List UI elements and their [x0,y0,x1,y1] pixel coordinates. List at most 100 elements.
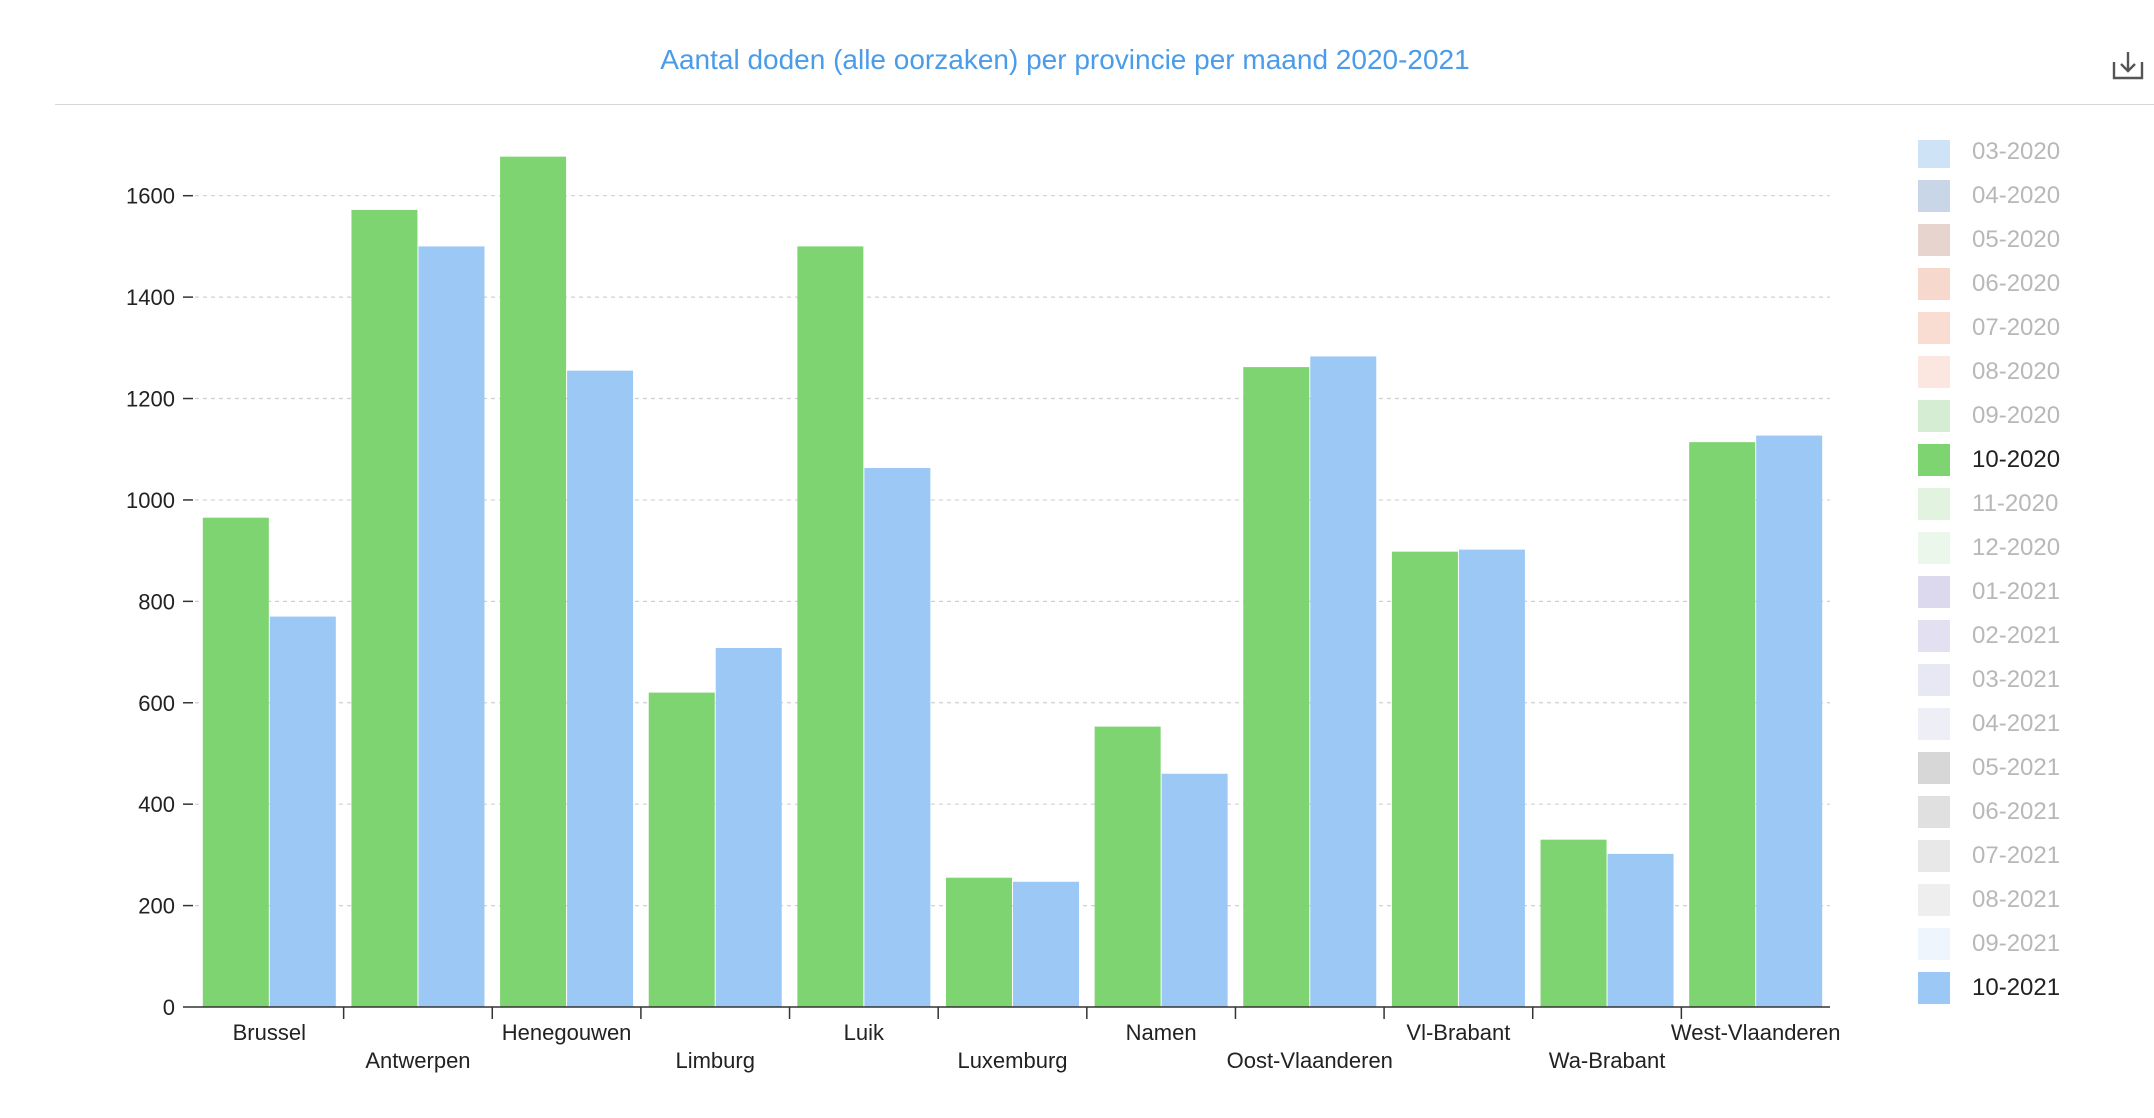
legend-item-09-2020[interactable]: 09-2020 [1916,394,2154,438]
legend-swatch [1918,180,1950,212]
bar-10-2020-west-vlaanderen[interactable] [1689,442,1756,1007]
legend-swatch [1918,884,1950,916]
legend-label: 07-2020 [1972,314,2061,341]
y-tick-label: 400 [138,792,175,817]
legend-swatch [1918,400,1950,432]
legend-label: 06-2020 [1972,270,2061,297]
bar-10-2021-luik[interactable] [864,467,931,1007]
bar-10-2020-namen[interactable] [1094,726,1161,1007]
legend-item-05-2021[interactable]: 05-2021 [1916,746,2154,790]
legend-swatch [1918,268,1950,300]
legend-item-09-2021[interactable]: 09-2021 [1916,922,2154,966]
y-tick-label: 1000 [126,488,175,513]
download-icon [2112,52,2144,80]
x-tick-label: Namen [1126,1020,1197,1045]
y-tick-label: 800 [138,589,175,614]
legend-swatch [1918,532,1950,564]
legend-item-12-2020[interactable]: 12-2020 [1916,526,2154,570]
x-tick-label: Brussel [233,1020,306,1045]
bar-10-2020-limburg[interactable] [648,692,715,1007]
bar-10-2020-antwerpen[interactable] [351,209,418,1007]
bar-10-2021-limburg[interactable] [715,648,782,1007]
legend-swatch [1918,576,1950,608]
legend-swatch [1918,708,1950,740]
legend-label: 10-2020 [1972,446,2061,473]
bar-10-2021-west-vlaanderen[interactable] [1756,435,1823,1008]
legend-swatch [1918,972,1950,1004]
y-tick-label: 0 [163,995,175,1020]
legend-swatch [1918,312,1950,344]
bar-10-2020-vl-brabant[interactable] [1391,551,1458,1007]
legend-item-04-2021[interactable]: 04-2021 [1916,702,2154,746]
legend-item-04-2020[interactable]: 04-2020 [1916,174,2154,218]
legend-swatch [1918,488,1950,520]
bar-10-2021-antwerpen[interactable] [418,246,485,1008]
legend-swatch [1918,620,1950,652]
x-tick-label: Antwerpen [365,1048,470,1073]
bar-10-2020-brussel[interactable] [202,517,269,1007]
legend-label: 03-2020 [1972,140,2061,165]
bar-10-2021-henegouwen[interactable] [567,370,634,1007]
x-tick-label: Henegouwen [502,1020,632,1045]
bar-10-2020-wa-brabant[interactable] [1540,839,1607,1007]
legend-item-06-2020[interactable]: 06-2020 [1916,262,2154,306]
legend-item-10-2021[interactable]: 10-2021 [1916,966,2154,1010]
legend-label: 12-2020 [1972,534,2061,561]
bar-10-2021-brussel[interactable] [269,616,336,1007]
x-tick-label: Limburg [675,1048,754,1073]
legend-label: 05-2020 [1972,226,2061,253]
bar-10-2020-oost-vlaanderen[interactable] [1243,367,1310,1007]
y-tick-label: 1600 [126,184,175,209]
legend-item-08-2021[interactable]: 08-2021 [1916,878,2154,922]
chart-title: Aantal doden (alle oorzaken) per provinc… [660,44,1470,75]
legend-label: 02-2021 [1972,622,2061,649]
y-tick-label: 1200 [126,387,175,412]
legend-label: 08-2021 [1972,886,2061,913]
x-tick-label: West-Vlaanderen [1671,1020,1841,1045]
legend-label: 01-2021 [1972,578,2061,605]
bar-10-2021-wa-brabant[interactable] [1607,853,1674,1007]
legend-label: 04-2021 [1972,710,2061,737]
bar-10-2020-luxemburg[interactable] [946,877,1012,1007]
legend-swatch [1918,356,1950,388]
bar-10-2020-henegouwen[interactable] [500,156,567,1007]
bar-10-2021-namen[interactable] [1161,773,1228,1007]
legend-item-01-2021[interactable]: 01-2021 [1916,570,2154,614]
legend-item-05-2020[interactable]: 05-2020 [1916,218,2154,262]
legend-label: 05-2021 [1972,754,2061,781]
legend-label: 09-2020 [1972,402,2061,429]
legend-item-06-2021[interactable]: 06-2021 [1916,790,2154,834]
y-tick-label: 200 [138,894,175,919]
legend-item-07-2020[interactable]: 07-2020 [1916,306,2154,350]
legend-item-11-2020[interactable]: 11-2020 [1916,482,2154,526]
bar-10-2021-oost-vlaanderen[interactable] [1310,356,1377,1007]
x-tick-label: Wa-Brabant [1549,1048,1666,1073]
legend-item-10-2020[interactable]: 10-2020 [1916,438,2154,482]
y-tick-label: 600 [138,691,175,716]
legend-label: 08-2020 [1972,358,2061,385]
legend-label: 10-2021 [1972,974,2061,1001]
legend-swatch [1918,140,1950,168]
bar-10-2020-luik[interactable] [797,246,864,1008]
legend-item-07-2021[interactable]: 07-2021 [1916,834,2154,878]
bar-10-2021-luxemburg[interactable] [1013,881,1079,1007]
title-divider [55,104,2154,105]
legend-swatch [1918,840,1950,872]
chart-plot: 0 200 400 600 800 1000 1200 1400 1600 Brussel Antw… [126,156,1841,1073]
legend-item-08-2020[interactable]: 08-2020 [1916,350,2154,394]
legend-item-03-2021[interactable]: 03-2021 [1916,658,2154,702]
legend: 03-2020 04-2020 05-2020 06-2020 07-2020 08-20… [1916,140,2154,1010]
legend-item-03-2020[interactable]: 03-2020 [1916,140,2154,174]
x-tick-label: Vl-Brabant [1406,1020,1510,1045]
legend-label: 11-2020 [1972,490,2059,517]
legend-item-02-2021[interactable]: 02-2021 [1916,614,2154,658]
legend-label: 07-2021 [1972,842,2061,869]
bar-10-2021-vl-brabant[interactable] [1458,549,1525,1007]
legend-label: 03-2021 [1972,666,2061,693]
x-tick-label: Luik [844,1020,885,1045]
legend-swatch [1918,752,1950,784]
legend-swatch [1918,664,1950,696]
legend-swatch [1918,224,1950,256]
download-button[interactable] [2108,46,2148,86]
y-tick-label: 1400 [126,285,175,310]
